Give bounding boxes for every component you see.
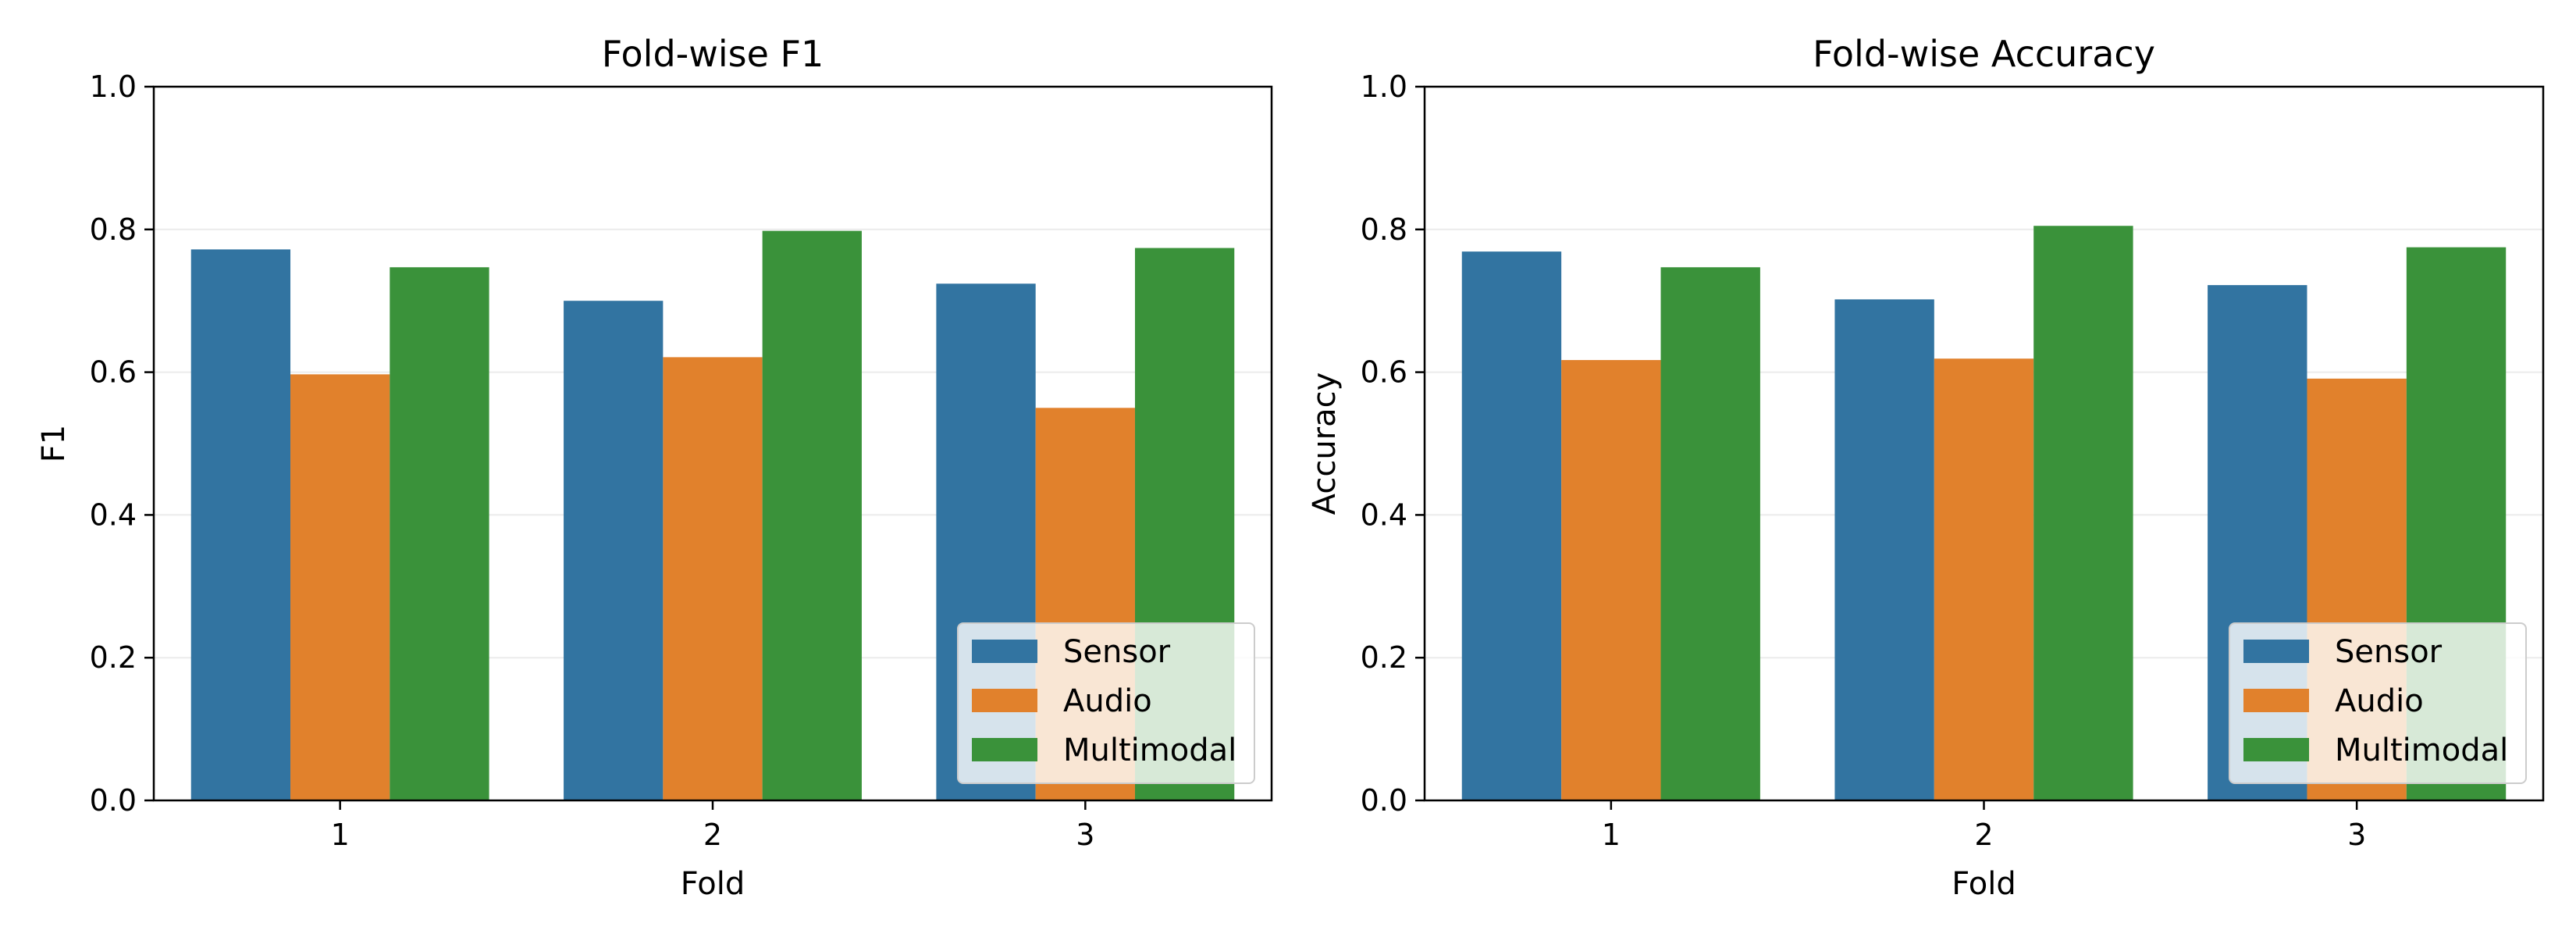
bar-audio-fold-2 (663, 357, 763, 800)
legend-swatch-sensor (972, 640, 1037, 663)
legend: Sensor Audio Multimodal (957, 622, 1255, 784)
bar-audio-fold-1 (290, 374, 390, 800)
y-tick-label: 0.0 (1361, 783, 1407, 818)
bar-multimodal-fold-1 (390, 267, 489, 800)
legend-swatch-multimodal (972, 738, 1037, 761)
y-tick-label: 0.8 (1361, 212, 1407, 247)
x-tick-label: 2 (1974, 818, 1993, 852)
x-axis-label: Fold (1952, 866, 2016, 902)
x-tick-label: 2 (703, 818, 722, 852)
x-tick-label: 1 (331, 818, 350, 852)
chart-panel-1: 0.0 0.2 0.4 0.6 0.8 1.0 1 2 3 Fold-wise F1 Fold F1 S… (36, 33, 1273, 902)
bar-audio-fold-1 (1561, 360, 1661, 800)
bar-multimodal-fold-2 (762, 230, 862, 800)
bar-audio-fold-2 (1934, 358, 2034, 800)
chart-title: Fold-wise Accuracy (1813, 33, 2155, 75)
bar-sensor-fold-1 (190, 249, 291, 801)
legend: Sensor Audio Multimodal (2229, 622, 2527, 784)
legend-label-multimodal: Multimodal (1063, 732, 1236, 768)
legend-label-sensor: Sensor (1063, 634, 1171, 670)
y-tick-label: 0.6 (1361, 355, 1407, 390)
y-tick-label: 0.6 (90, 355, 137, 390)
legend-label-audio: Audio (2335, 683, 2424, 719)
legend-swatch-multimodal (2243, 738, 2309, 761)
x-axis-label: Fold (681, 866, 745, 902)
bar-sensor-fold-2 (1834, 299, 1934, 800)
y-tick-label: 0.8 (90, 212, 137, 247)
legend-label-multimodal: Multimodal (2335, 732, 2508, 768)
y-tick-label: 1.0 (90, 70, 137, 104)
y-axis-label: Accuracy (1307, 372, 1343, 515)
bar-sensor-fold-1 (1461, 251, 1562, 800)
legend-swatch-audio (972, 689, 1037, 712)
y-tick-label: 0.4 (1361, 497, 1407, 532)
bar-multimodal-fold-2 (2033, 226, 2133, 801)
y-tick-label: 0.2 (90, 640, 137, 675)
bar-multimodal-fold-1 (1660, 267, 1760, 800)
legend-label-audio: Audio (1063, 683, 1152, 719)
legend-swatch-audio (2243, 689, 2309, 712)
legend-label-sensor: Sensor (2335, 634, 2443, 670)
chart-title: Fold-wise F1 (602, 33, 824, 75)
x-tick-label: 1 (1602, 818, 1621, 852)
x-tick-label: 3 (1076, 818, 1094, 852)
bar-sensor-fold-2 (564, 301, 664, 800)
y-tick-label: 0.2 (1361, 640, 1407, 675)
y-tick-label: 1.0 (1361, 70, 1407, 104)
y-tick-label: 0.0 (90, 783, 137, 818)
legend-swatch-sensor (2243, 640, 2309, 663)
chart-panel-2: 0.0 0.2 0.4 0.6 0.8 1.0 1 2 3 Fold-wise Accuracy F… (1307, 33, 2545, 902)
y-tick-label: 0.4 (90, 497, 137, 532)
x-tick-label: 3 (2347, 818, 2366, 852)
y-axis-label: F1 (36, 425, 72, 462)
